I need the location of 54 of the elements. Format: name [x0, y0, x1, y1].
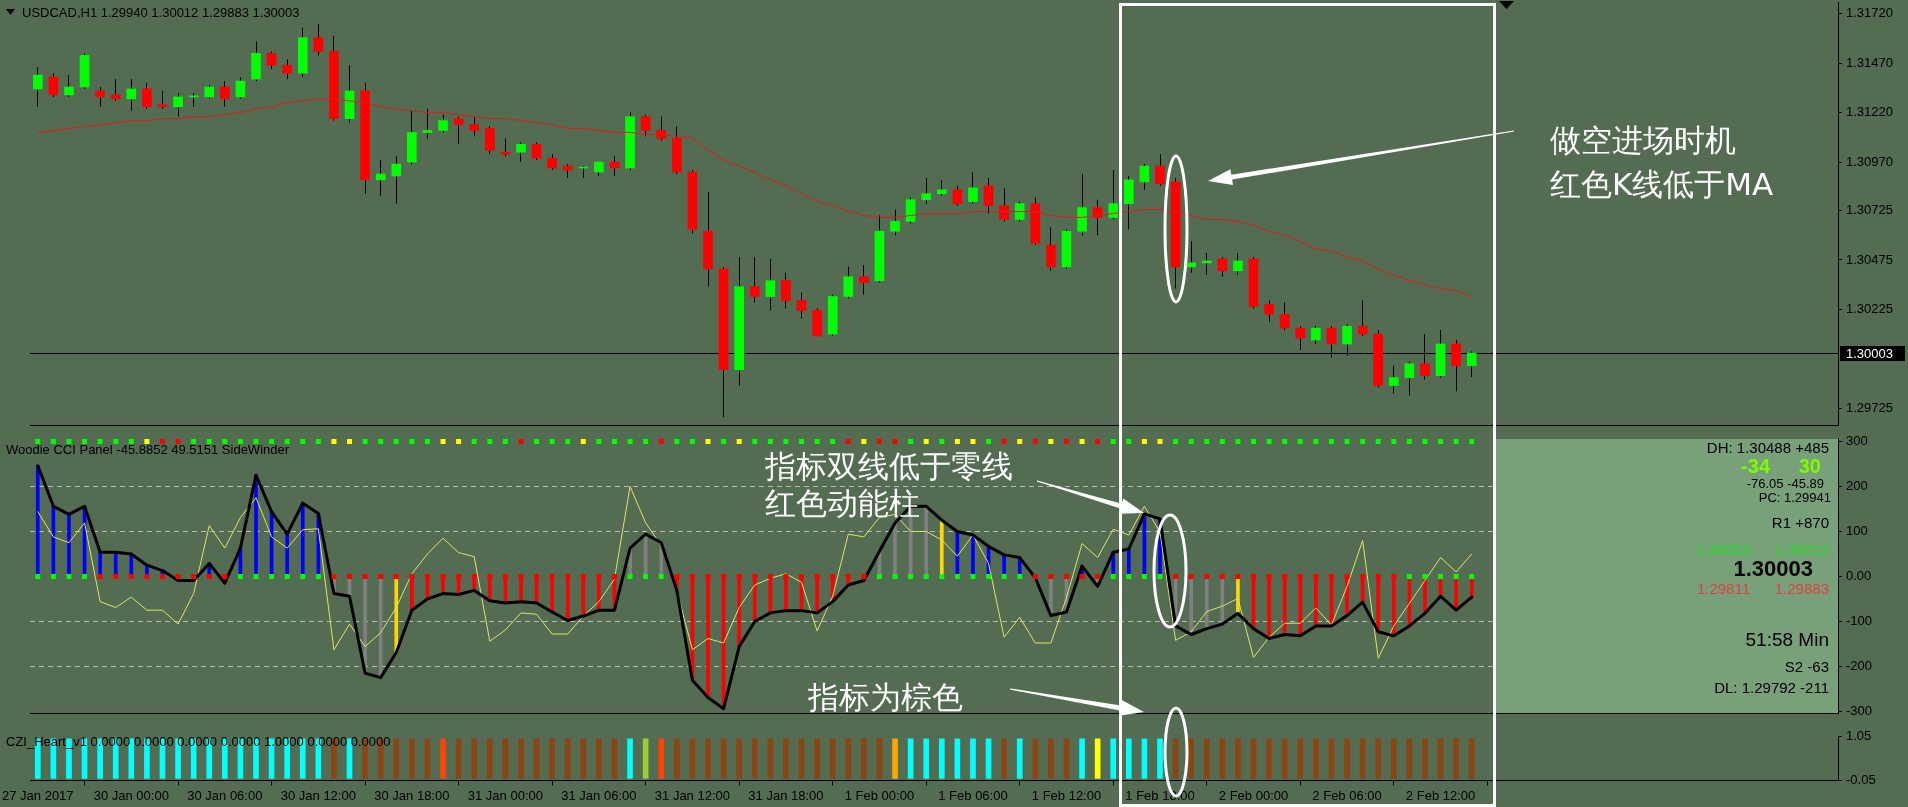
- annotation: 1.30053: [1695, 540, 1750, 558]
- y-tick-label: 1.30725: [1846, 202, 1893, 218]
- x-tick-label: 27 Jan 2017: [2, 787, 74, 803]
- annotation: PC: 1.29941: [1758, 489, 1831, 505]
- x-tick-label: 2 Feb 00:00: [1218, 787, 1289, 803]
- annotation: DL: 1.29792 -211: [1714, 678, 1829, 696]
- annotation: 1.29811: [1696, 579, 1750, 597]
- y-tick-label: 1.30225: [1846, 300, 1893, 316]
- y-tick-label: 1.31720: [1846, 5, 1893, 21]
- y-tick-label: 1.31470: [1846, 54, 1893, 70]
- y-tick-label: -300: [1846, 702, 1873, 718]
- annotation: 1.30012: [1774, 540, 1829, 558]
- ref-line-label: 1.30003: [1846, 345, 1893, 361]
- x-tick-label: 2 Feb 12:00: [1405, 787, 1476, 803]
- annotation: -34: [1741, 455, 1770, 477]
- chart-title: Woodie CCI Panel -45.8852 49.5151 SideWinder: [6, 442, 290, 457]
- annotation: R1 +870: [1771, 513, 1829, 531]
- chart-title: USDCAD,H1 1.29940 1.30012 1.29883 1.30003: [22, 5, 300, 20]
- x-tick-label: 31 Jan 18:00: [748, 787, 824, 803]
- annotation: 51:58 Min: [1745, 628, 1829, 650]
- x-tick-label: 1 Feb 00:00: [844, 787, 915, 803]
- x-tick-label: 30 Jan 12:00: [280, 787, 356, 803]
- y-tick-label: 1.30475: [1846, 251, 1893, 267]
- annotation: 做空进场时机: [1550, 121, 1736, 160]
- annotation: 红色动能柱: [765, 485, 920, 522]
- y-tick-label: -0.05: [1846, 771, 1876, 787]
- x-tick-label: 31 Jan 00:00: [467, 787, 543, 803]
- y-tick-label: 100: [1846, 523, 1868, 539]
- annotation: DH: 1.30488 +485: [1706, 438, 1829, 456]
- x-tick-label: 31 Jan 12:00: [654, 787, 731, 803]
- y-tick-label: 200: [1846, 478, 1868, 494]
- y-tick-label: 1.05: [1846, 728, 1872, 744]
- y-tick-label: 0.00: [1846, 568, 1872, 584]
- x-tick-label: 30 Jan 00:00: [93, 787, 169, 803]
- x-tick-label: 31 Jan 06:00: [561, 787, 637, 803]
- y-tick-label: 1.31220: [1846, 104, 1893, 120]
- annotation: 指标双线低于零线: [765, 448, 1013, 485]
- annotation: 30: [1798, 455, 1821, 477]
- annotation: 指标为棕色: [808, 679, 963, 715]
- annotation: -76.05 -45.89: [1746, 475, 1824, 491]
- x-tick-label: 30 Jan 18:00: [374, 787, 450, 803]
- annotation: 1.30003: [1733, 556, 1813, 581]
- x-tick-label: 2 Feb 06:00: [1312, 787, 1382, 803]
- x-tick-label: 30 Jan 06:00: [187, 787, 263, 803]
- x-tick-label: 1 Feb 06:00: [938, 787, 1008, 803]
- y-tick-label: -200: [1846, 658, 1873, 673]
- y-tick-label: -100: [1846, 613, 1873, 629]
- annotation: 1.29883: [1774, 579, 1829, 597]
- y-tick-label: 1.30970: [1846, 153, 1893, 169]
- annotation: S2 -63: [1784, 657, 1829, 675]
- y-tick-label: 300: [1846, 433, 1868, 449]
- annotation: 红色K线低于MA: [1550, 165, 1774, 204]
- x-tick-label: 1 Feb 12:00: [1031, 787, 1102, 803]
- y-tick-label: 1.29725: [1846, 399, 1893, 415]
